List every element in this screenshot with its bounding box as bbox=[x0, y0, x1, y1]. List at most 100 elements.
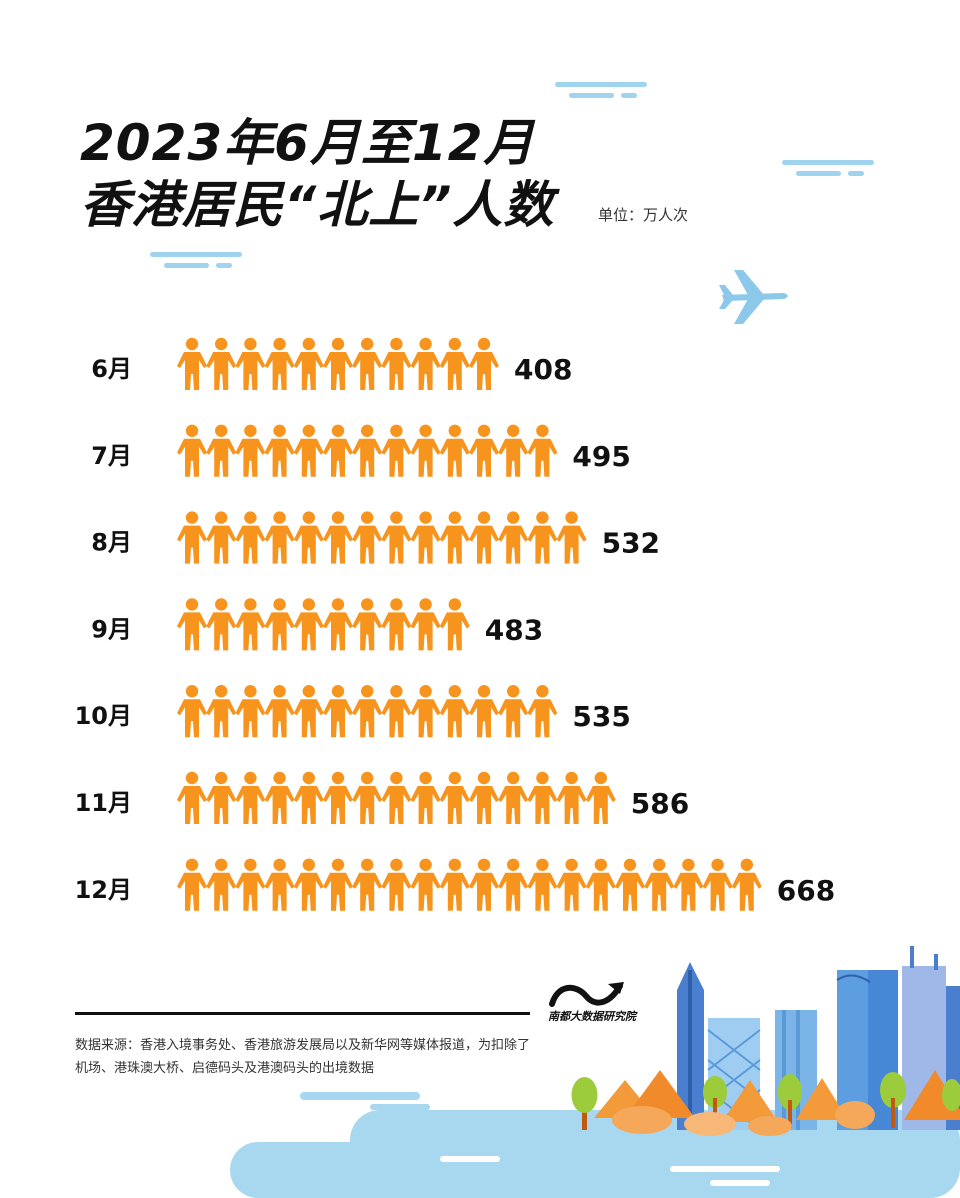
person-icon bbox=[381, 424, 412, 477]
person-icon bbox=[264, 598, 295, 651]
person-icon bbox=[469, 858, 499, 911]
person-icon bbox=[498, 424, 529, 477]
person-icon bbox=[556, 771, 587, 824]
person-icon bbox=[469, 771, 499, 824]
person-icon bbox=[293, 598, 324, 651]
person-icon bbox=[352, 424, 383, 477]
person-icon bbox=[702, 858, 733, 911]
person-icon bbox=[731, 858, 762, 911]
pictogram-bar bbox=[177, 337, 499, 390]
person-icon bbox=[323, 598, 353, 651]
person-icon bbox=[177, 858, 207, 911]
person-icon bbox=[206, 858, 237, 911]
pictogram-bar bbox=[177, 511, 587, 564]
person-icon bbox=[527, 424, 558, 477]
person-icon bbox=[469, 337, 499, 390]
person-icon bbox=[410, 337, 441, 390]
pictogram-bar bbox=[177, 771, 616, 824]
footer-divider bbox=[75, 1012, 530, 1015]
cloud-decoration-right bbox=[782, 160, 874, 180]
logo-icon bbox=[549, 982, 624, 1007]
person-icon bbox=[527, 685, 558, 738]
person-icon bbox=[177, 511, 207, 564]
person-icon bbox=[206, 511, 237, 564]
person-icon bbox=[498, 511, 529, 564]
person-icon bbox=[585, 771, 616, 824]
cloud-decoration-top-right bbox=[555, 82, 647, 102]
pictogram-bar bbox=[177, 685, 558, 738]
person-icon bbox=[293, 424, 324, 477]
person-icon bbox=[556, 511, 587, 564]
person-icon bbox=[235, 858, 266, 911]
person-icon bbox=[527, 858, 558, 911]
person-icon bbox=[644, 858, 675, 911]
person-icon bbox=[439, 337, 470, 390]
source-line-2: 机场、港珠澳大桥、启德码头及港澳码头的出境数据 bbox=[75, 1061, 375, 1076]
person-icon bbox=[206, 685, 237, 738]
person-icon bbox=[410, 598, 441, 651]
value-label: 495 bbox=[572, 440, 630, 473]
pictogram-bar bbox=[177, 858, 762, 911]
person-icon bbox=[323, 858, 353, 911]
person-icon bbox=[323, 424, 353, 477]
person-icon bbox=[439, 771, 470, 824]
person-icon bbox=[206, 337, 237, 390]
person-icon bbox=[410, 424, 441, 477]
person-icon bbox=[264, 858, 295, 911]
person-icon bbox=[352, 771, 383, 824]
person-icon bbox=[439, 511, 470, 564]
person-icon bbox=[615, 858, 645, 911]
category-label: 7月 bbox=[91, 442, 132, 470]
person-icon bbox=[264, 685, 295, 738]
person-icon bbox=[235, 337, 266, 390]
person-icon bbox=[235, 685, 266, 738]
category-label: 9月 bbox=[91, 615, 132, 643]
person-icon bbox=[381, 337, 412, 390]
person-icon bbox=[585, 858, 616, 911]
person-icon bbox=[673, 858, 704, 911]
category-label: 8月 bbox=[91, 529, 132, 557]
person-icon bbox=[352, 337, 383, 390]
value-label: 483 bbox=[485, 613, 543, 646]
person-icon bbox=[293, 771, 324, 824]
person-icon bbox=[381, 598, 412, 651]
person-icon bbox=[469, 511, 499, 564]
person-icon bbox=[206, 424, 237, 477]
person-icon bbox=[235, 771, 266, 824]
value-label: 668 bbox=[777, 874, 835, 907]
pictogram-bar bbox=[177, 598, 470, 651]
person-icon bbox=[293, 685, 324, 738]
person-icon bbox=[293, 511, 324, 564]
person-icon bbox=[352, 511, 383, 564]
person-icon bbox=[206, 771, 237, 824]
person-icon bbox=[498, 771, 529, 824]
person-icon bbox=[498, 858, 529, 911]
category-label: 6月 bbox=[91, 355, 132, 383]
data-source-note: 数据来源：香港入境事务处、香港旅游发展局以及新华网等媒体报道，为扣除了 机场、港… bbox=[75, 1034, 615, 1080]
person-icon bbox=[410, 685, 441, 738]
person-icon bbox=[469, 685, 499, 738]
person-icon bbox=[439, 685, 470, 738]
value-label: 586 bbox=[631, 787, 689, 820]
person-icon bbox=[527, 511, 558, 564]
person-icon bbox=[293, 858, 324, 911]
person-icon bbox=[323, 685, 353, 738]
chart-title-line2: 香港居民“北上”人数 bbox=[80, 176, 555, 234]
person-icon bbox=[498, 685, 529, 738]
city-skyline-illustration bbox=[230, 946, 960, 1198]
category-label: 11月 bbox=[75, 789, 132, 817]
category-label: 12月 bbox=[75, 876, 132, 904]
person-icon bbox=[323, 511, 353, 564]
chart-title-line1: 2023年6月至12月 bbox=[80, 114, 535, 172]
person-icon bbox=[381, 858, 412, 911]
person-icon bbox=[439, 598, 470, 651]
value-label: 408 bbox=[514, 353, 572, 386]
person-icon bbox=[264, 337, 295, 390]
person-icon bbox=[177, 598, 207, 651]
value-label: 535 bbox=[572, 700, 630, 733]
person-icon bbox=[410, 511, 441, 564]
person-icon bbox=[177, 337, 207, 390]
pictogram-bar bbox=[177, 424, 558, 477]
person-icon bbox=[381, 771, 412, 824]
person-icon bbox=[177, 685, 207, 738]
